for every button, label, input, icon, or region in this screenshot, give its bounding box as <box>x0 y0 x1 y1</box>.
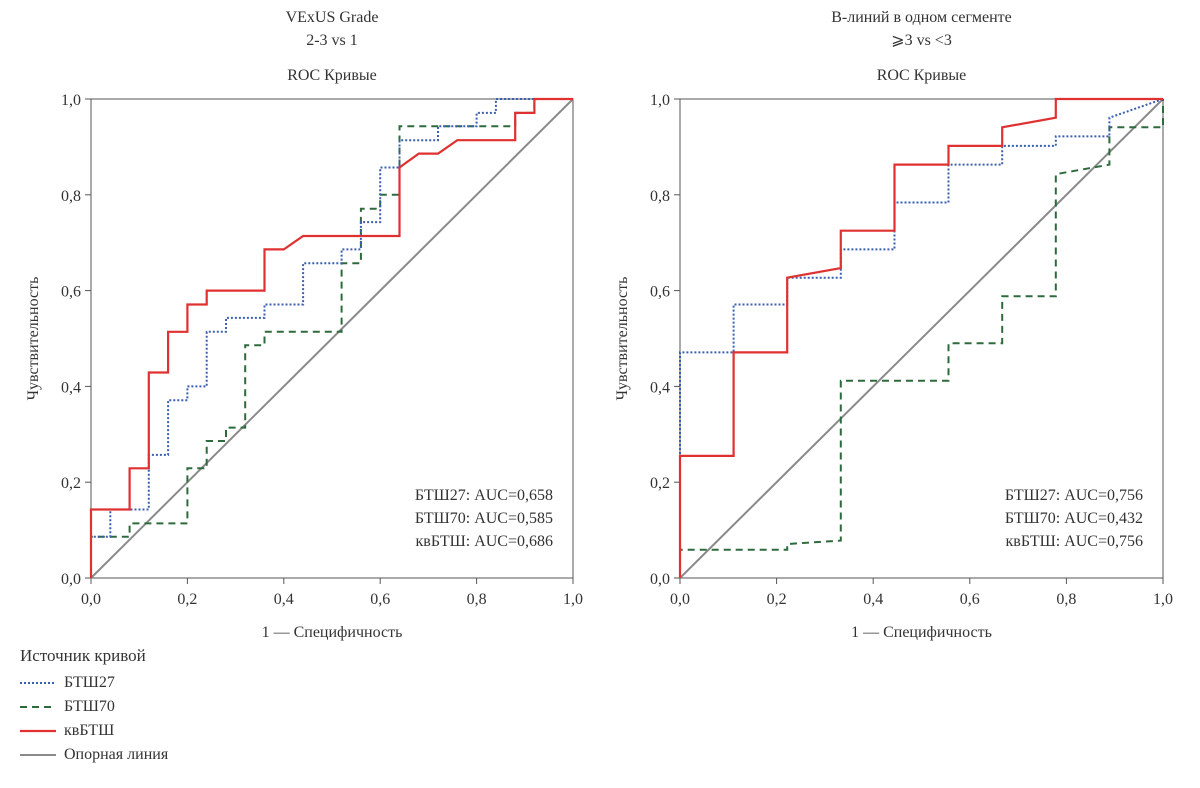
plot-frame <box>90 98 574 579</box>
reference-line <box>679 98 1164 579</box>
y-tick-label: 0,6 <box>650 284 670 301</box>
x-axis-label: 1 — Специфичность <box>851 624 992 641</box>
legend-item-btsh27: БТШ27 <box>20 671 280 695</box>
roc-curve-БТШ70 <box>679 99 1164 578</box>
roc-curve-БТШ70 <box>90 98 573 578</box>
dashed-line-swatch-icon <box>20 706 56 708</box>
roc-curve-квБТШ <box>89 97 573 578</box>
auc-annotation-3: квБТШ: AUC=0,756 <box>1006 533 1143 550</box>
legend: Источник кривой БТШ27 БТШ70 квБТШ Опорна… <box>20 645 280 767</box>
legend-label-btsh70: БТШ70 <box>64 698 115 715</box>
chart-title-line-2: 2-3 vs 1 <box>306 32 358 49</box>
chart-subtitle: ROC Кривые <box>877 67 967 84</box>
plot-frame <box>679 98 1164 579</box>
legend-label-reference: Опорная линия <box>64 746 169 763</box>
x-tick-label: 0,4 <box>274 591 294 608</box>
x-tick-label: 0,2 <box>177 591 197 608</box>
reference-line <box>90 98 574 579</box>
roc-curve-БТШ27 <box>90 98 573 578</box>
auc-annotation-3: квБТШ: AUC=0,686 <box>416 533 553 550</box>
x-tick-label: 1,0 <box>1153 591 1173 608</box>
x-tick-label: 0,8 <box>1056 591 1076 608</box>
legend-item-reference: Опорная линия <box>20 743 280 767</box>
auc-annotation-1: БТШ27: AUC=0,658 <box>415 487 553 504</box>
legend-item-kvbtsh: квБТШ <box>20 719 280 743</box>
auc-annotation-2: БТШ70: AUC=0,585 <box>415 510 553 527</box>
legend-title: Источник кривой <box>20 646 146 665</box>
y-tick-label: 0,4 <box>650 379 670 396</box>
x-tick-label: 0,6 <box>370 591 390 608</box>
y-axis-label: Чувствительность <box>25 277 42 401</box>
y-tick-label: 0,0 <box>650 571 670 588</box>
solid-gray-line-swatch-icon <box>20 754 56 756</box>
y-tick-label: 0,8 <box>650 188 670 205</box>
x-tick-label: 0,0 <box>670 591 690 608</box>
y-tick-label: 0,4 <box>61 379 81 396</box>
auc-annotation-2: БТШ70: AUC=0,432 <box>1005 510 1143 527</box>
roc-panel-2: В-линий в одном сегменте ⩾3 vs <3 ROC Крив… <box>614 9 1173 641</box>
y-tick-label: 0,2 <box>61 475 81 492</box>
y-tick-label: 1,0 <box>650 92 670 109</box>
roc-curve-квБТШ <box>678 97 1163 578</box>
solid-red-line-swatch-icon <box>20 729 56 733</box>
x-tick-label: 0,2 <box>767 591 787 608</box>
chart-title-line-1: VExUS Grade <box>286 9 379 26</box>
x-tick-label: 0,6 <box>960 591 980 608</box>
legend-label-btsh27: БТШ27 <box>64 674 115 691</box>
y-tick-label: 0,8 <box>61 188 81 205</box>
chart-title-line-2: ⩾3 vs <3 <box>891 32 952 49</box>
x-tick-label: 0,8 <box>467 591 487 608</box>
x-axis-label: 1 — Специфичность <box>262 624 403 641</box>
y-tick-label: 0,0 <box>61 571 81 588</box>
y-tick-label: 1,0 <box>61 92 81 109</box>
y-axis-label: Чувствительность <box>614 277 631 401</box>
y-tick-label: 0,2 <box>650 475 670 492</box>
legend-item-btsh70: БТШ70 <box>20 695 280 719</box>
dotted-line-swatch-icon <box>20 682 56 684</box>
chart-title-line-1: В-линий в одном сегменте <box>831 9 1011 26</box>
auc-annotation-1: БТШ27: AUC=0,756 <box>1005 487 1143 504</box>
legend-label-kvbtsh: квБТШ <box>64 722 115 739</box>
roc-panel-1: VExUS Grade 2-3 vs 1 ROC Кривые 0,00,0 0,2 0,… <box>25 9 583 641</box>
x-tick-label: 0,0 <box>81 591 101 608</box>
y-tick-label: 0,6 <box>61 284 81 301</box>
chart-subtitle: ROC Кривые <box>287 67 377 84</box>
x-tick-label: 1,0 <box>563 591 583 608</box>
x-tick-label: 0,4 <box>863 591 883 608</box>
